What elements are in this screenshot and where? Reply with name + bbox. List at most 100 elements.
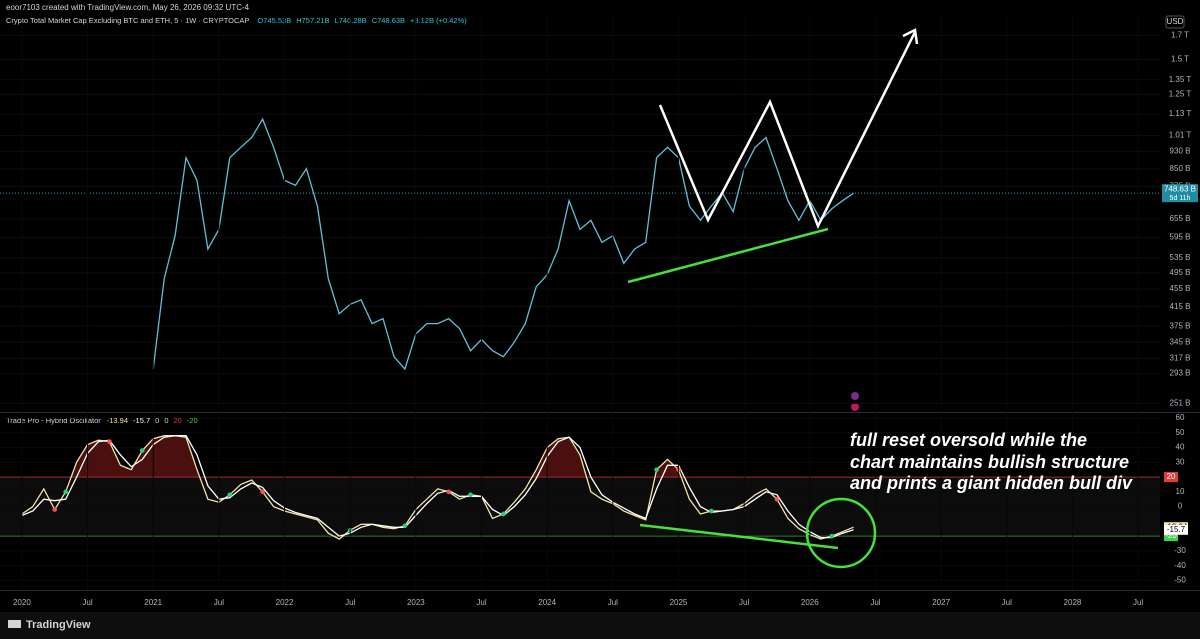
level-label: 20 <box>1167 472 1176 481</box>
y-tick-label: 40 <box>1176 443 1185 452</box>
level-label: -20 <box>1165 531 1177 540</box>
y-tick-label: 1.7 T <box>1171 31 1189 40</box>
y-tick-label: 495 B <box>1170 268 1191 277</box>
cross-dot <box>402 523 408 529</box>
last-value-box <box>1164 524 1188 535</box>
y-tick-label: 60 <box>1176 413 1185 422</box>
x-tick-label: 2027 <box>932 598 950 607</box>
x-tick-label: Jul <box>345 598 355 607</box>
currency-box <box>1165 15 1185 29</box>
cross-dot <box>63 489 68 495</box>
annotation-line: full reset oversold while the <box>850 430 1087 450</box>
legend-value: -20 <box>187 416 198 425</box>
y-tick-label: 50 <box>1176 428 1185 437</box>
x-tick-label: Jul <box>608 598 618 607</box>
y-tick-label: 0 <box>1178 502 1183 511</box>
x-tick-label: 2021 <box>144 598 162 607</box>
legend-value: 0 <box>155 416 159 425</box>
y-tick-label: 317 B <box>1170 354 1191 363</box>
y-tick-label: -50 <box>1174 576 1186 585</box>
pattern-drawing <box>658 31 917 230</box>
x-tick-label: 2023 <box>407 598 425 607</box>
cross-dot <box>501 511 506 517</box>
x-tick-label: Jul <box>1002 598 1012 607</box>
y-tick-label: 30 <box>1176 457 1185 466</box>
x-tick-label: Jul <box>82 598 92 607</box>
cross-dot <box>107 439 112 444</box>
x-tick-label: Jul <box>870 598 880 607</box>
header: Crypto Total Market Cap Excluding BTC an… <box>6 16 249 25</box>
level-box <box>1164 531 1178 542</box>
x-tick-label: Jul <box>476 598 486 607</box>
logo-mark <box>8 620 21 628</box>
ohlc-value: +3.12B (+0.42%) <box>410 16 467 25</box>
cross-dot <box>139 448 145 453</box>
y-tick-label: 455 B <box>1170 284 1191 293</box>
last-price-box <box>1162 184 1198 203</box>
overbought-fill <box>21 435 854 478</box>
y-tick-label: -30 <box>1174 546 1186 555</box>
y-tick-label: 1.35 T <box>1169 75 1192 84</box>
oscillator-title: Trade Pro - Hybrid Oscillator <box>6 416 101 425</box>
y-tick-label: 1.25 T <box>1169 90 1192 99</box>
x-tick-label: Jul <box>739 598 749 607</box>
currency: USD <box>1167 17 1184 26</box>
x-tick-label: Jul <box>214 598 224 607</box>
x-tick-label: Jul <box>1133 598 1143 607</box>
y-tick-label: 375 B <box>1170 321 1191 330</box>
event-icon <box>851 392 859 400</box>
x-tick-label: 2024 <box>538 598 556 607</box>
ohlc-value: H757.21B <box>296 16 329 25</box>
x-tick-label: 2022 <box>276 598 294 607</box>
cross-dot <box>52 507 58 512</box>
x-tick-label: 2026 <box>801 598 819 607</box>
data-line <box>152 117 854 371</box>
legend-value: -13.94 <box>107 416 128 425</box>
legend-value: -15.7 <box>133 416 150 425</box>
highlight-circle <box>805 497 877 569</box>
cross-dot <box>260 489 265 495</box>
y-tick-label: 1.01 T <box>1169 131 1192 140</box>
last-value-label: -15.7 <box>1167 525 1186 534</box>
cross-dot <box>774 496 780 502</box>
trend-line <box>627 227 829 284</box>
y-tick-label: 850 B <box>1170 164 1191 173</box>
data-line <box>21 435 854 540</box>
cross-dot <box>654 467 659 472</box>
credit: eoor7103 created with TradingView.com, M… <box>6 3 250 12</box>
x-tick-label: 2025 <box>670 598 688 607</box>
brand: TradingView <box>26 619 91 631</box>
x-tick-label: 2020 <box>13 598 31 607</box>
cross-dot <box>709 508 714 514</box>
legend-value: 20 <box>173 416 181 425</box>
symbol-title: Crypto Total Market Cap Excluding BTC an… <box>6 16 249 25</box>
ohlc-value: C748.63B <box>372 16 405 25</box>
arrow-head <box>902 28 919 45</box>
event-icon <box>851 403 859 411</box>
y-tick-label: 251 B <box>1170 398 1191 407</box>
y-tick-label: 10 <box>1176 487 1185 496</box>
legend-value: 0 <box>164 416 168 425</box>
y-tick-label: 535 B <box>1170 253 1191 262</box>
y-tick-label: 1.5 T <box>1171 55 1189 64</box>
y-tick-label: 415 B <box>1170 302 1191 311</box>
countdown: 5d 11h <box>1170 195 1191 202</box>
data-line <box>21 435 854 539</box>
y-tick-label: 655 B <box>1170 214 1191 223</box>
x-tick-label: 2028 <box>1064 598 1082 607</box>
cross-dot <box>446 489 451 495</box>
y-tick-label: 293 B <box>1170 369 1191 378</box>
cross-dot <box>468 492 473 498</box>
divergence-line <box>639 523 839 550</box>
footer-bar <box>0 612 1200 639</box>
y-tick-label: 930 B <box>1170 147 1191 156</box>
y-tick-label: -40 <box>1174 561 1186 570</box>
y-tick-label: 1.13 T <box>1169 109 1192 118</box>
last-price-label: 748.63 B <box>1164 184 1196 193</box>
annotation-line: chart maintains bullish structure <box>850 452 1129 472</box>
cross-dot <box>227 492 233 498</box>
level-box <box>1164 472 1178 483</box>
y-tick-label: 345 B <box>1170 337 1191 346</box>
